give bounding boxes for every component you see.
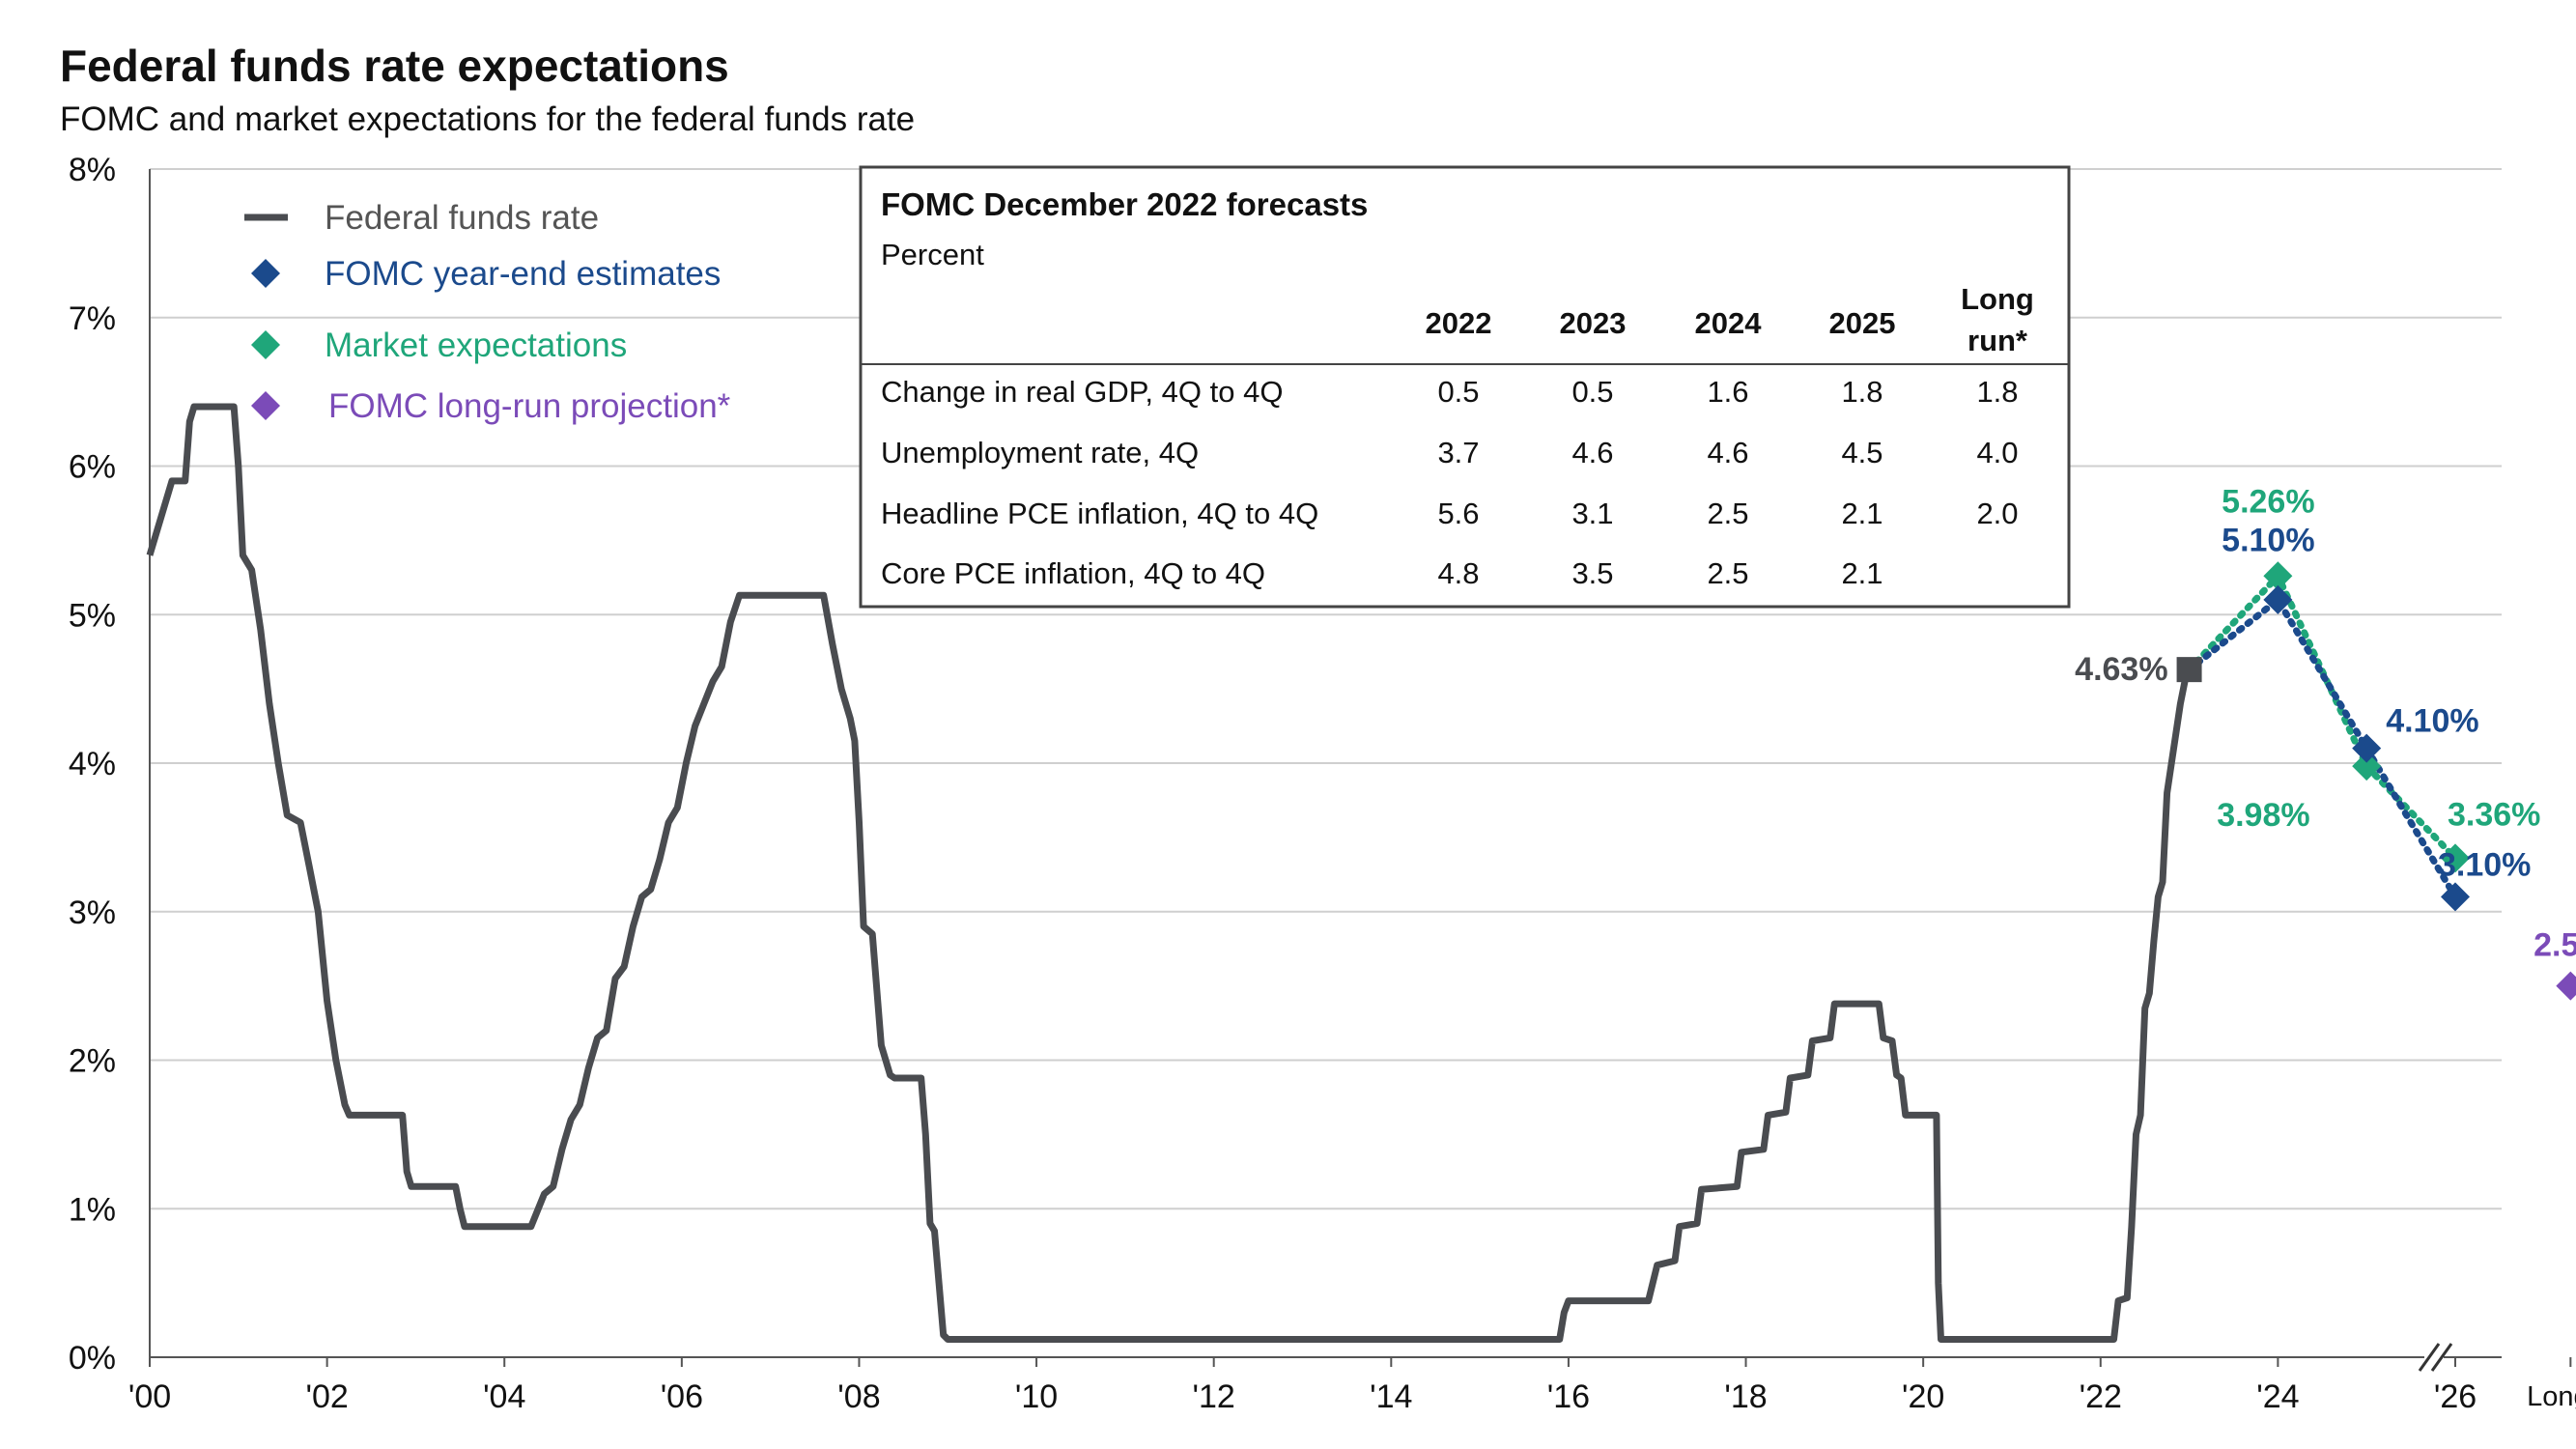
table-cell: 0.5 [1437,375,1479,409]
table-cell: 4.8 [1437,556,1479,590]
table-cell: 0.5 [1571,375,1613,409]
table-cell: 4.6 [1571,436,1613,469]
table-cell: 2.1 [1841,556,1882,590]
axis-break-mark [2430,1343,2453,1372]
table-cell: 3.1 [1571,497,1613,530]
x-tick-label: '14 [1370,1378,1412,1415]
table-cell: 4.6 [1707,436,1748,469]
legend-label: FOMC year-end estimates [325,255,721,293]
table-row-label: Unemployment rate, 4Q [881,436,1199,469]
table-column-header: 2023 [1560,306,1627,340]
table-row-label: Change in real GDP, 4Q to 4Q [881,375,1283,409]
legend: Federal funds rate FOMC year-end estimate… [244,199,731,425]
chart-subtitle: FOMC and market expectations for the fed… [60,100,915,138]
axes: 0% 1% 2% 3% 4% 5% 6% 7% 8% '00 '02 '04 '06 '08 '10 '12 '… [69,152,2576,1415]
axis-break-mark [2418,1343,2441,1372]
y-tick-label: 7% [69,300,116,337]
fomc-estimates-dotted-line [2186,594,2459,900]
x-tick-label: '12 [1193,1378,1235,1415]
data-label: 4.63% [2075,651,2167,688]
fomc-estimate-point [2263,584,2293,614]
y-tick-label: 2% [69,1043,116,1080]
x-tick-label: '10 [1015,1378,1058,1415]
table-subtitle: Percent [881,238,984,271]
table-cell: 1.8 [1976,375,2018,409]
table-column-header: 2022 [1426,306,1492,340]
y-tick-label: 0% [69,1340,116,1377]
legend-swatch [251,330,280,359]
table-cell: 4.5 [1841,436,1882,469]
y-tick-label: 6% [69,449,116,486]
x-tick-label: '08 [837,1378,880,1415]
table-column-header: Long [1961,282,2034,316]
legend-label: Federal funds rate [325,199,599,237]
x-tick-label: '00 [128,1378,171,1415]
legend-label: FOMC long-run projection* [328,387,731,425]
data-label: 5.26% [2222,483,2314,520]
fed-funds-rate-line [146,403,2193,1343]
x-tick-label: '16 [1547,1378,1590,1415]
fomc-long-run-point [2556,971,2576,1001]
x-tick-label: '02 [305,1378,348,1415]
table-cell: 5.6 [1437,497,1479,530]
legend-swatch [251,391,280,420]
table-column-header: 2025 [1829,306,1896,340]
table-column-header: run* [1967,324,2028,357]
x-tick-label: '18 [1724,1378,1767,1415]
data-label: 3.10% [2438,846,2531,883]
x-tick-label: '04 [483,1378,525,1415]
table-cell: 1.8 [1841,375,1882,409]
table-cell: 1.6 [1707,375,1748,409]
y-tick-label: 1% [69,1191,116,1228]
data-label: 3.98% [2217,797,2309,834]
table-cell: 2.0 [1976,497,2018,530]
legend-swatch [251,259,280,288]
table-cell: 2.5 [1707,497,1748,530]
data-label: 2.50% [2534,927,2576,964]
chart-title: Federal funds rate expectations [60,41,729,91]
table-row-label: Core PCE inflation, 4Q to 4Q [881,556,1265,590]
table-column-header: 2024 [1695,306,1763,340]
fomc-estimate-point [2441,882,2470,912]
table-border [859,165,2071,609]
x-tick-label: '24 [2256,1378,2299,1415]
y-tick-label: 4% [69,746,116,782]
current-rate-marker [2176,657,2202,683]
legend-label: Market expectations [325,327,627,364]
table-title: FOMC December 2022 forecasts [881,186,1368,222]
market-expectation-point [2352,752,2382,781]
x-tick-label: '22 [2080,1378,2122,1415]
table-cell: 3.5 [1571,556,1613,590]
x-tick-label: '06 [661,1378,703,1415]
y-tick-label: 3% [69,895,116,931]
data-label: 5.10% [2222,522,2314,558]
table-cell: 4.0 [1976,436,2018,469]
y-tick-label: 5% [69,597,116,634]
data-label: 3.36% [2448,796,2540,833]
market-expectation-point [2263,561,2293,591]
table-row-label: Headline PCE inflation, 4Q to 4Q [881,497,1318,530]
x-tick-label-long-run: Long run [2527,1381,2576,1412]
market-expectation-point [2441,843,2470,873]
plot-series [146,403,2576,1343]
x-tick-label: '26 [2434,1378,2477,1415]
table-cell: 3.7 [1437,436,1479,469]
data-label: 4.10% [2386,703,2478,740]
table-cell: 2.5 [1707,556,1748,590]
table-cell: 2.1 [1841,497,1882,530]
fomc-estimate-point [2352,733,2382,763]
x-tick-label: '20 [1902,1378,1944,1415]
data-labels: 4.63% 5.26%5.10% 4.10% 3.98% 3.36% 3.10% 2.50% [2075,483,2576,963]
forecast-table: FOMC December 2022 forecasts Percent 2022 2… [859,165,2071,609]
y-tick-label: 8% [69,152,116,188]
